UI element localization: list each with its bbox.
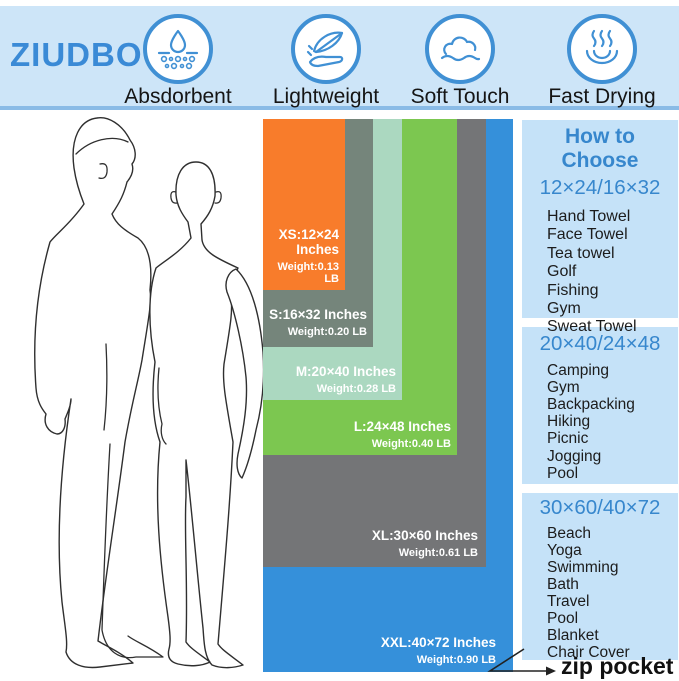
man-back-leg [101, 443, 164, 659]
use-case-item: Picnic [547, 430, 589, 448]
use-case-item: Gym [547, 378, 580, 396]
size-group-medium: 20×40/24×48 Camping Gym Backpacking Hiki… [522, 327, 678, 484]
brand-logo: ZIUDBOC [10, 36, 168, 73]
size-group-heading: 30×60/40×72 [539, 496, 661, 519]
use-case-item: Hand Towel [547, 207, 631, 225]
steam-drying-icon [567, 14, 637, 84]
woman-outline [149, 161, 244, 669]
use-case-item: Sweat Towel [547, 318, 637, 336]
towel-weight-label: Weight:0.90 LB [416, 653, 496, 666]
towel-size-label: XS:12×24 Inches [278, 226, 339, 258]
use-case-item: Golf [547, 263, 577, 281]
towel-size-stack: XXL:40×72 Inches Weight:0.90 LB XL:30×60… [263, 119, 513, 672]
use-case-item: Hiking [547, 413, 591, 431]
use-case-item: Yoga [547, 541, 582, 559]
towel-weight-label: Weight:0.20 LB [287, 325, 367, 338]
man-hairline [75, 137, 129, 155]
feature-absorbent: Absdorbent [108, 14, 248, 109]
use-case-item: Beach [547, 524, 591, 542]
towel-xs: XS:12×24 Inches Weight:0.13 LB [263, 119, 345, 290]
feature-label: Fast Drying [548, 85, 656, 108]
size-group-heading: 20×40/24×48 [539, 332, 661, 355]
woman-ear-right [214, 190, 222, 204]
towel-size-label: XXL:40×72 Inches [380, 635, 496, 651]
cloud-icon [425, 14, 495, 84]
how-to-choose-sidebar: How to Choose 12×24/16×32 Hand Towel Fac… [522, 120, 678, 669]
size-group-heading: 12×24/16×32 [539, 176, 661, 200]
feather-on-hand-icon [291, 14, 361, 84]
feature-label: Lightweight [272, 85, 380, 108]
feature-label: Absdorbent [124, 85, 232, 108]
feature-label: Soft Touch [410, 85, 510, 108]
use-case-item: Jogging [547, 447, 602, 465]
use-case-item: Gym [547, 299, 581, 317]
woman-ear-left [170, 190, 178, 204]
use-case-item: Blanket [547, 626, 599, 644]
towel-size-label: M:20×40 Inches [295, 364, 396, 380]
towel-weight-label: Weight:0.28 LB [316, 382, 396, 395]
use-case-item: Swimming [547, 558, 619, 576]
human-scale-figures [34, 117, 265, 669]
towel-weight-label: Weight:0.61 LB [398, 546, 478, 559]
towel-weight-label: Weight:0.40 LB [371, 437, 451, 450]
use-case-item: Chair Cover [547, 643, 630, 661]
size-group-large: 30×60/40×72 Beach Yoga Swimming Bath Tra… [522, 493, 678, 661]
use-case-item: Tea towel [547, 244, 615, 262]
use-case-item: Backpacking [547, 396, 635, 413]
use-case-item: Pool [547, 609, 579, 627]
man-ear [98, 163, 108, 180]
use-case-item: Bath [547, 575, 579, 593]
use-case-item: Pool [547, 464, 579, 482]
use-case-item: Travel [547, 592, 590, 610]
absorbent-droplet-icon [143, 14, 213, 84]
zip-pocket-label: zip pocket [561, 653, 674, 679]
sidebar-title: How to Choose [561, 125, 639, 173]
woman-left-arm [157, 367, 167, 445]
use-case-item: Face Towel [547, 226, 628, 244]
feature-lightweight: Lightweight [256, 14, 396, 109]
towel-size-label: S:16×32 Inches [269, 307, 367, 323]
feature-fast-drying: Fast Drying [532, 14, 672, 109]
feature-soft-touch: Soft Touch [390, 14, 530, 109]
size-group-small: How to Choose 12×24/16×32 Hand Towel Fac… [522, 120, 678, 335]
man-inner-arm [103, 343, 108, 431]
use-case-item: Fishing [547, 281, 599, 299]
towel-size-label: L:24×48 Inches [353, 419, 451, 435]
header-band: ZIUDBOC Absdorbent [0, 6, 679, 110]
towel-weight-label: Weight:0.13 LB [277, 260, 339, 285]
towel-size-label: XL:30×60 Inches [371, 528, 478, 544]
man-outline [34, 117, 152, 669]
use-case-item: Camping [547, 361, 610, 379]
